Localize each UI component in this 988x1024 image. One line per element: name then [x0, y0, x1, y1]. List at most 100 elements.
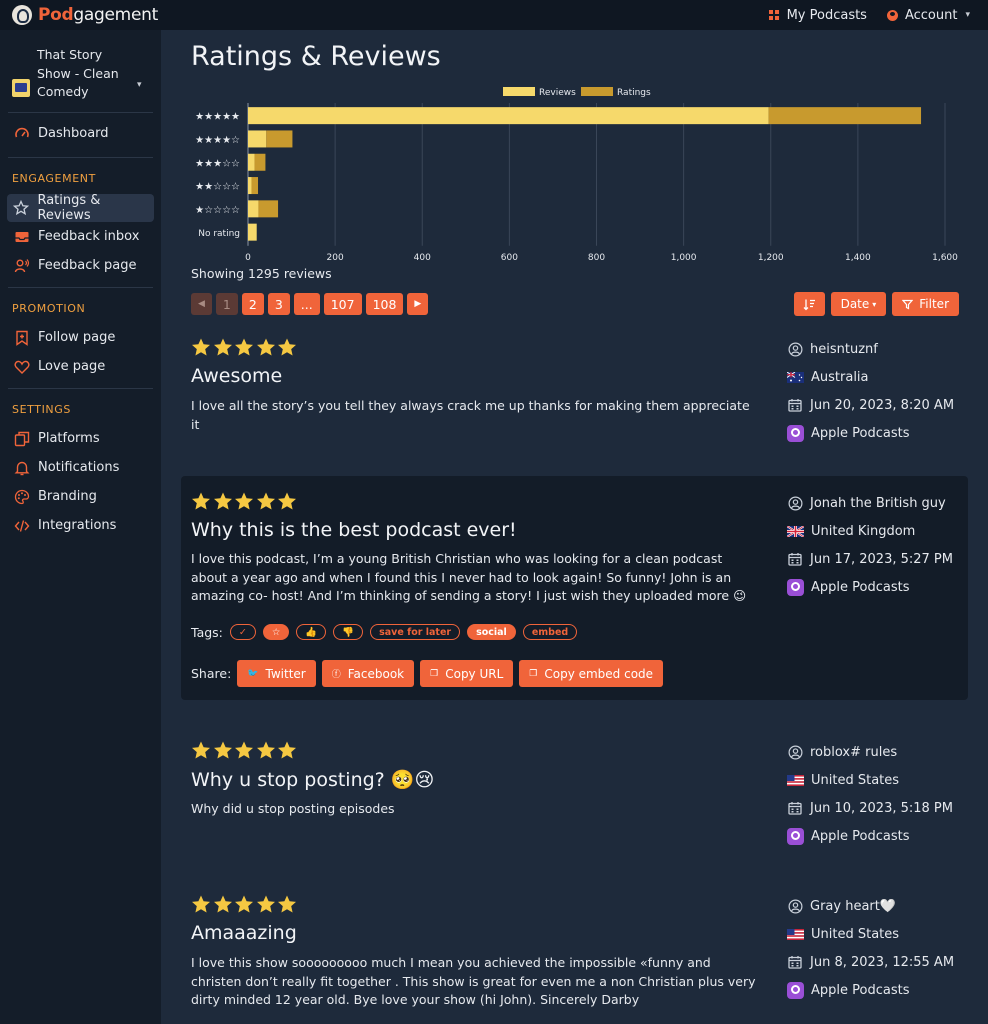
user-voice-icon [13, 257, 30, 274]
flag-australia-icon [787, 371, 804, 383]
author-name: heisntuznf [810, 341, 878, 357]
platform-name: Apple Podcasts [811, 828, 910, 844]
country-name: United States [811, 926, 900, 942]
tag-thumbs-down[interactable]: 👎 [333, 624, 364, 640]
account-icon [886, 9, 898, 21]
sort-field-dropdown[interactable]: Date ▾ [830, 292, 887, 316]
star-icon [192, 338, 210, 356]
my-podcasts-link[interactable]: My Podcasts [768, 8, 867, 23]
page-button[interactable]: 108 [365, 293, 404, 315]
app-logo[interactable]: Podgagement [12, 5, 158, 25]
copy-icon: ❐ [430, 668, 439, 679]
bar-ratings [266, 130, 293, 148]
sidebar-item-platforms[interactable]: Platforms [7, 425, 154, 453]
bar-reviews [248, 107, 769, 125]
legend-swatch [503, 87, 535, 96]
copy-embed-code-button[interactable]: ❐ Copy embed code [519, 660, 664, 687]
legend-label: Ratings [617, 88, 651, 98]
review-card: Why u stop posting? 🥺😢 Why did u stop po… [181, 733, 968, 858]
share-twitter-button[interactable]: 🐦 Twitter [237, 660, 316, 687]
category-label: ★★★☆☆ [195, 158, 240, 169]
tag-approve[interactable]: ✓ [229, 624, 256, 640]
review-card-expanded[interactable]: Why this is the best podcast ever! I lov… [181, 476, 968, 700]
review-meta: roblox# rules United States Jun 10, 2023… [787, 738, 953, 850]
page-ellipsis-button[interactable]: ... [293, 293, 320, 315]
review-platform: Apple Podcasts [787, 573, 953, 601]
star-icon [192, 492, 210, 510]
filter-button[interactable]: Filter [892, 292, 959, 316]
sidebar-item-ratings-reviews[interactable]: Ratings & Reviews [7, 193, 154, 223]
star-icon [278, 338, 296, 356]
tag-embed[interactable]: embed [522, 624, 578, 640]
page-button[interactable]: 107 [323, 293, 362, 315]
review-title: Amaaazing [191, 922, 297, 944]
sidebar-item-label: Feedback inbox [38, 229, 140, 244]
review-date-text: Jun 8, 2023, 12:55 AM [810, 954, 955, 970]
chevron-down-icon: ▾ [872, 299, 877, 309]
copy-url-button[interactable]: ❐ Copy URL [420, 660, 514, 687]
category-label: No rating [198, 229, 240, 239]
account-menu[interactable]: Account ▾ [886, 8, 970, 23]
sidebar-item-feedback-inbox[interactable]: Feedback inbox [7, 223, 154, 251]
sidebar-item-notifications[interactable]: Notifications [7, 454, 154, 482]
button-label: Copy embed code [544, 666, 654, 681]
podcast-selector[interactable]: That Story Show - Clean Comedy ▾ [0, 30, 161, 112]
category-label: ★☆☆☆☆ [195, 205, 240, 216]
star-rating [191, 895, 299, 914]
review-author: heisntuznf [787, 335, 954, 363]
page-button[interactable]: 1 [215, 293, 238, 315]
filter-label: Filter [919, 297, 949, 311]
review-country: United Kingdom [787, 517, 953, 545]
x-tick-label: 1,000 [671, 253, 697, 263]
sidebar-item-follow-page[interactable]: Follow page [7, 324, 154, 352]
palette-icon [13, 488, 30, 505]
review-platform: Apple Podcasts [787, 419, 954, 447]
star-icon [256, 895, 275, 913]
sidebar-divider [8, 286, 153, 288]
chevron-down-icon: ▾ [965, 10, 970, 20]
sidebar-item-love-page[interactable]: Love page [7, 353, 154, 381]
review-date-text: Jun 20, 2023, 8:20 AM [810, 397, 955, 413]
review-meta: Gray heart🤍 United States Jun 8, 2023, 1… [787, 892, 954, 1004]
review-platform: Apple Podcasts [787, 822, 953, 850]
showing-count: Showing 1295 reviews [191, 266, 332, 281]
filter-icon [902, 299, 914, 309]
sidebar-item-dashboard[interactable]: Dashboard [7, 120, 154, 148]
sidebar-item-label: Love page [38, 359, 106, 374]
sidebar-item-label: Follow page [38, 330, 116, 345]
prev-page-button[interactable]: ◀ [191, 293, 212, 315]
star-rating [191, 338, 299, 357]
next-page-button[interactable]: ▶ [407, 293, 429, 315]
section-promotion: PROMOTION [12, 301, 86, 315]
chevron-down-icon: ▾ [137, 80, 142, 90]
sort-direction-button[interactable] [793, 292, 825, 316]
button-label: Copy URL [445, 666, 504, 681]
sidebar-item-branding[interactable]: Branding [7, 483, 154, 511]
tag-thumbs-up[interactable]: 👍 [296, 624, 327, 640]
star-icon [278, 492, 296, 510]
button-label: Facebook [347, 666, 405, 681]
review-body: I love this podcast, I’m a young British… [191, 551, 747, 603]
sidebar-item-label: Feedback page [38, 258, 137, 273]
star-rating [191, 741, 299, 760]
flag-united-kingdom-icon [787, 525, 804, 537]
tag-save-for-later[interactable]: save for later [370, 624, 461, 640]
calendar-icon [787, 800, 803, 816]
sidebar-item-feedback-page[interactable]: Feedback page [7, 252, 154, 280]
sidebar-item-integrations[interactable]: Integrations [7, 512, 154, 540]
star-icon [278, 741, 296, 759]
section-settings: SETTINGS [12, 402, 71, 416]
page-button[interactable]: 3 [267, 293, 290, 315]
x-tick-label: 0 [245, 253, 251, 263]
tag-favorite[interactable]: ☆ [262, 624, 290, 640]
copy-icon [13, 430, 30, 447]
legend-label: Reviews [539, 88, 576, 98]
category-label: ★★★★☆ [195, 135, 240, 146]
logo-text: Podgagement [38, 5, 158, 25]
tag-social[interactable]: social [467, 624, 516, 640]
share-facebook-button[interactable]: ⓕ Facebook [321, 660, 415, 687]
x-tick-label: 200 [327, 253, 344, 263]
page-button[interactable]: 2 [241, 293, 264, 315]
x-tick-label: 600 [501, 253, 518, 263]
platform-name: Apple Podcasts [811, 425, 910, 441]
